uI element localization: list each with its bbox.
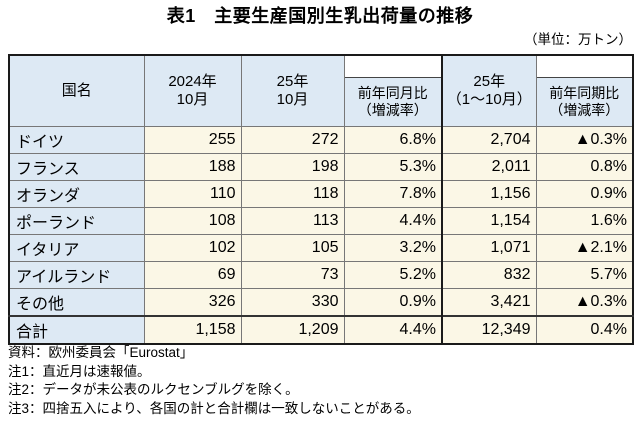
value-cell: 5.2% [343,261,443,289]
country-cell: オランダ [8,180,145,208]
value-cell: ▲0.3% [535,126,634,154]
value-cell: 7.8% [343,180,443,208]
table-row: アイルランド 69 73 5.2% 832 5.7% [8,261,634,289]
value-cell: 0.9% [535,180,634,208]
value-cell: 326 [143,288,242,317]
ratio-header-box: 前年同月比 （増減率） [345,77,441,126]
note-3: 注3：四捨五入により、各国の計と合計欄は一致しないことがある。 [8,400,420,416]
column-header-oct2025: 25年 10月 [240,54,345,127]
column-header-jan-oct2025: 25年 （1～10月） [441,54,537,127]
value-cell: 272 [240,126,345,154]
value-cell: 330 [240,288,345,317]
country-cell: ドイツ [8,126,145,154]
value-cell: 198 [240,153,345,181]
value-cell: 1,156 [441,180,537,208]
value-cell: 0.8% [535,153,634,181]
column-header-label: （増減率） [549,102,620,118]
value-cell: 69 [143,261,242,289]
value-cell: 5.7% [535,261,634,289]
value-cell: 832 [441,261,537,289]
value-cell: 105 [240,234,345,262]
column-header-label: 25年 [473,73,506,90]
value-cell: 3,421 [441,288,537,317]
table-row: フランス 188 198 5.3% 2,011 0.8% [8,153,634,181]
table-row: ドイツ 255 272 6.8% 2,704 ▲0.3% [8,126,634,154]
value-cell: 3.2% [343,234,443,262]
value-cell: 4.4% [343,315,443,345]
column-header-label: （1～10月） [446,91,532,108]
value-cell: 6.8% [343,126,443,154]
table-row: ポーランド 108 113 4.4% 1,154 1.6% [8,207,634,235]
country-cell: 合計 [8,315,145,345]
value-cell: 1,158 [143,315,242,345]
source-note: 資料：欧州委員会「Eurostat」 [8,345,194,360]
value-cell: 102 [143,234,242,262]
unit-label: （単位：万トン） [524,32,632,47]
column-header-label: 25年 [276,73,309,90]
note-2: 注2：データが未公表のルクセンブルグを除く。 [8,382,299,397]
country-cell: アイルランド [8,261,145,289]
column-header-label: 前年同月比 [357,85,428,101]
value-cell: 1,071 [441,234,537,262]
value-cell: 73 [240,261,345,289]
column-header-yoy-change: 前年同期比 （増減率） [535,54,634,127]
column-header-country: 国名 [8,54,145,127]
milk-shipment-table: 国名 2024年 10月 25年 10月 前年同月比 （増減率） [8,54,634,345]
country-cell: その他 [8,288,145,317]
value-cell: ▲2.1% [535,234,634,262]
table-row: イタリア 102 105 3.2% 1,071 ▲2.1% [8,234,634,262]
ratio-header-box: 前年同期比 （増減率） [537,77,632,126]
value-cell: 1.6% [535,207,634,235]
value-cell: 2,011 [441,153,537,181]
notes: 資料：欧州委員会「Eurostat」 注1：直近月は速報値。 注2：データが未公… [8,344,420,418]
value-cell: ▲0.3% [535,288,634,317]
table-row: その他 326 330 0.9% 3,421 ▲0.3% [8,288,634,317]
value-cell: 255 [143,126,242,154]
column-header-label: （増減率） [357,102,428,118]
value-cell: 1,154 [441,207,537,235]
value-cell: 12,349 [441,315,537,345]
value-cell: 4.4% [343,207,443,235]
column-header-oct2024: 2024年 10月 [143,54,242,127]
value-cell: 118 [240,180,345,208]
table-row: オランダ 110 118 7.8% 1,156 0.9% [8,180,634,208]
value-cell: 110 [143,180,242,208]
table-row-total: 合計 1,158 1,209 4.4% 12,349 0.4% [8,315,634,345]
column-header-label: 10月 [176,91,209,108]
value-cell: 108 [143,207,242,235]
country-cell: ポーランド [8,207,145,235]
column-header-label: 国名 [61,82,92,99]
value-cell: 0.9% [343,288,443,317]
value-cell: 1,209 [240,315,345,345]
value-cell: 113 [240,207,345,235]
country-cell: イタリア [8,234,145,262]
column-header-label: 2024年 [168,73,217,90]
value-cell: 5.3% [343,153,443,181]
column-header-label: 10月 [276,91,309,108]
header-row: 国名 2024年 10月 25年 10月 前年同月比 （増減率） [8,54,634,127]
column-header-mom-change: 前年同月比 （増減率） [343,54,443,127]
country-cell: フランス [8,153,145,181]
value-cell: 0.4% [535,315,634,345]
note-1: 注1：直近月は速報値。 [8,363,151,379]
value-cell: 2,704 [441,126,537,154]
page-title: 表1 主要生産国別生乳出荷量の推移 [166,6,474,26]
value-cell: 188 [143,153,242,181]
column-header-label: 前年同期比 [549,85,620,101]
